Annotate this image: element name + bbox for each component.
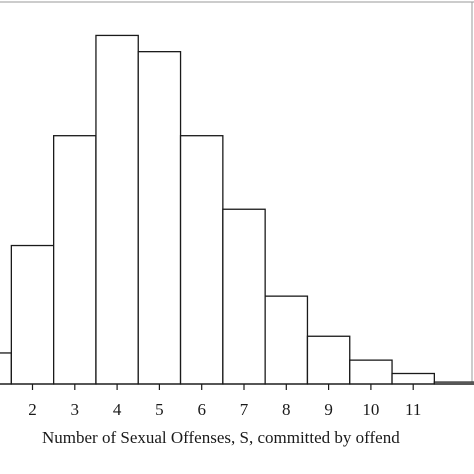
x-tick-label-2: 2	[28, 400, 37, 419]
x-ticks-group: 2 3 4 5 6 7 8 9 10 11	[28, 384, 421, 419]
x-tick-label-3: 3	[71, 400, 80, 419]
bar-4	[95, 34, 139, 385]
x-tick-label-9: 9	[324, 400, 333, 419]
x-tick-label-6: 6	[197, 400, 206, 419]
x-tick-label-4: 4	[113, 400, 122, 419]
x-axis-label: Number of Sexual Offenses, S, committed …	[42, 428, 400, 447]
bar-10	[349, 359, 393, 385]
x-tick-label-5: 5	[155, 400, 164, 419]
bar-1	[0, 352, 12, 385]
bar-7	[222, 208, 266, 385]
bar-2	[10, 244, 55, 385]
x-tick-label-11: 11	[405, 400, 421, 419]
bars-group	[0, 34, 474, 385]
bar-5	[137, 51, 182, 385]
x-tick-label-10: 10	[362, 400, 379, 419]
bar-8	[264, 295, 309, 385]
bar-9	[306, 335, 351, 385]
bar-11	[391, 372, 435, 385]
bar-6	[179, 135, 224, 385]
x-tick-label-8: 8	[282, 400, 291, 419]
x-tick-label-7: 7	[240, 400, 249, 419]
bar-3	[53, 135, 97, 385]
